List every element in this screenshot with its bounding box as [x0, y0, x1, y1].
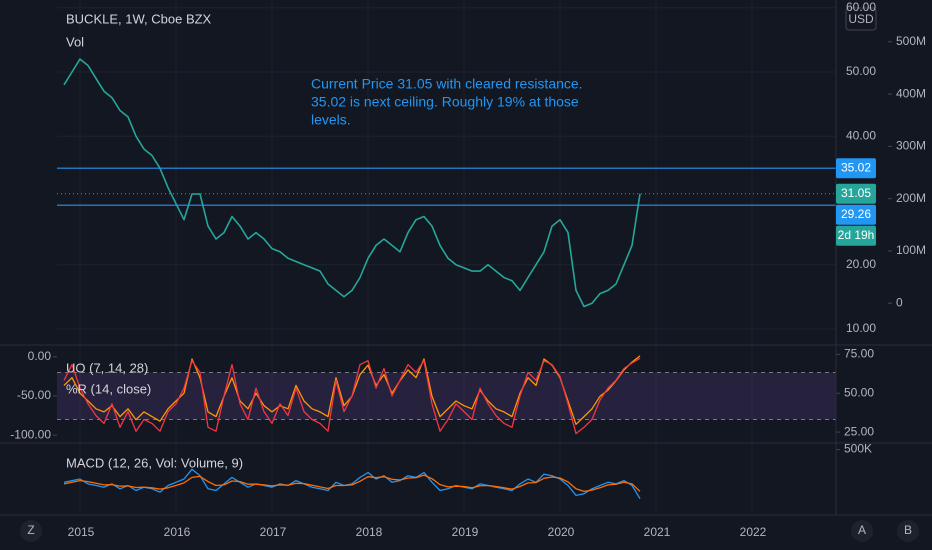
series-line [63, 468, 641, 499]
y-tick-label: 10.00 [846, 321, 876, 335]
legend-entry: UO (7, 14, 28) [66, 360, 148, 375]
y2-tick-label: 100M [896, 243, 926, 257]
y2-tick-label: 500M [896, 34, 926, 48]
y2-tick-label: 25.00 [844, 424, 874, 438]
series-line [63, 357, 641, 435]
price-tag [836, 158, 876, 179]
y-tick-label: -50.00 [17, 388, 51, 402]
y2-tick-label: 50.00 [844, 385, 874, 399]
annotation: levels. [311, 112, 351, 128]
currency-label[interactable]: USD [848, 12, 874, 26]
price-tag [836, 225, 876, 246]
y-tick-label: 60.00 [846, 0, 876, 14]
pane-title: MACD (12, 26, Vol: Volume, 9) [66, 455, 243, 470]
x-tick-label: 2020 [548, 525, 575, 539]
price-tag [836, 204, 876, 225]
toolbar-label[interactable]: A [858, 523, 866, 537]
x-tick-label: 2018 [356, 525, 383, 539]
y2-tick-label: 400M [896, 86, 926, 100]
y-tick-label: 0.00 [28, 349, 52, 363]
annotation: Current Price 31.05 with cleared resista… [311, 76, 583, 92]
grid [53, 0, 892, 515]
y2-tick-label: 200M [896, 191, 926, 205]
y2-tick-label: 0 [896, 295, 903, 309]
y-tick-label: 20.00 [846, 257, 876, 271]
toolbar-button[interactable] [20, 520, 42, 542]
price-tag [836, 183, 876, 204]
y2-tick-label: 75.00 [844, 347, 874, 361]
toolbar-label[interactable]: B [904, 523, 912, 537]
marks [57, 58, 836, 499]
x-tick-label: 2016 [164, 525, 191, 539]
currency-button[interactable] [845, 7, 877, 31]
toolbar-button[interactable] [897, 520, 919, 542]
band [57, 372, 836, 420]
price-tag-label: 2d 19h [838, 228, 875, 242]
legend-entry: %R (14, close) [66, 381, 151, 396]
x-tick-label: 2021 [644, 525, 671, 539]
price-tag-label: 29.26 [841, 207, 871, 221]
price-tag-label: 35.02 [841, 160, 871, 174]
y-tick-label: 40.00 [846, 128, 876, 142]
chart-title: BUCKLE, 1W, Cboe BZX [66, 11, 212, 26]
price-tag-label: 31.05 [841, 186, 871, 200]
toolbar-button[interactable] [851, 520, 873, 542]
series-line [63, 474, 641, 493]
x-tick-label: 2019 [452, 525, 479, 539]
volume-legend: Vol [66, 34, 84, 49]
x-tick-label: 2017 [260, 525, 287, 539]
annotation: 35.02 is next ceiling. Roughly 19% at th… [311, 94, 579, 110]
x-tick-label: 2015 [68, 525, 95, 539]
toolbar-label[interactable]: Z [27, 523, 34, 537]
y-tick-label: -100.00 [10, 427, 51, 441]
y-tick-label: 50.00 [846, 64, 876, 78]
x-tick-label: 2022 [740, 525, 767, 539]
labels: BUCKLE, 1W, Cboe BZX Vol Current Price 3… [10, 0, 926, 542]
y-tick-label: 500K [844, 442, 872, 456]
y2-tick-label: 300M [896, 139, 926, 153]
